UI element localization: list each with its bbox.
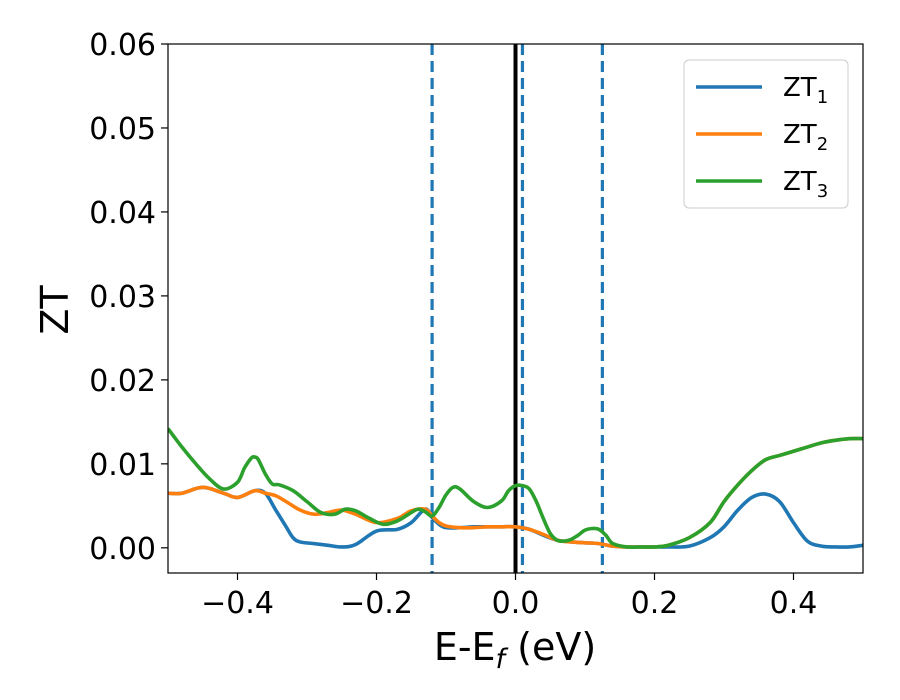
y-tick-label: 0.03: [89, 280, 156, 315]
x-axis-title: E-Ef (eV): [434, 625, 596, 675]
y-tick-label: 0.02: [89, 364, 156, 399]
x-axis-ticks: −0.4 −0.2 0.0 0.2 0.4: [201, 573, 817, 621]
x-tick-label: −0.4: [201, 586, 274, 621]
x-tick-label: −0.2: [340, 586, 413, 621]
y-tick-label: 0.04: [89, 196, 156, 231]
reference-lines: [430, 44, 604, 573]
x-tick-label: 0.0: [492, 586, 540, 621]
series-lines: [168, 427, 863, 550]
series-line-zt3: [168, 427, 863, 550]
x-axis-title-main: E-E: [434, 625, 496, 669]
y-tick-label: 0.05: [89, 112, 156, 147]
legend-label-zt3: ZT3: [783, 167, 828, 202]
legend-box: [683, 59, 849, 209]
legend-label-zt2: ZT2: [783, 120, 828, 155]
x-tick-label: 0.2: [631, 586, 679, 621]
y-tick-label: 0.00: [89, 532, 156, 567]
legend: ZT1 ZT2 ZT3: [683, 59, 849, 209]
x-tick-label: 0.4: [770, 586, 818, 621]
y-tick-label: 0.06: [89, 28, 156, 63]
y-tick-label: 0.01: [89, 448, 156, 483]
legend-label-zt1: ZT1: [783, 73, 828, 108]
x-axis-title-unit: (eV): [505, 625, 596, 669]
y-axis-ticks: 0.00 0.01 0.02 0.03 0.04 0.05 0.06: [89, 28, 168, 567]
y-axis-title: ZT: [33, 285, 77, 335]
